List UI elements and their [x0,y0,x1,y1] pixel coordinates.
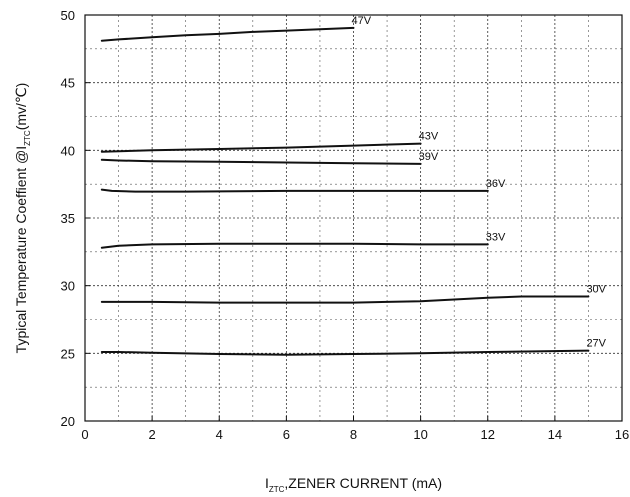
y-axis-label-unit: (mv/℃) [13,83,29,131]
tick-labels: 0 2 4 6 8 10 12 14 16 20 25 30 35 40 45 50 47V 43V 39V 36V 3… [61,8,630,442]
series-label-27v: 27V [586,338,606,350]
x-tick-label: 14 [548,427,562,442]
series-label-36v: 36V [486,178,506,190]
y-tick-label: 35 [61,211,75,226]
series-line-33v [100,242,489,249]
series-line-27v [100,349,590,356]
x-tick-label: 16 [615,427,629,442]
axis-ticks [84,14,623,422]
x-tick-label: 12 [481,427,495,442]
series-label-33v: 33V [486,231,506,243]
series-line-47v [100,26,355,42]
series-label-47v: 47V [352,15,372,27]
grid [85,15,622,421]
y-tick-label: 50 [61,8,75,23]
y-tick-label: 30 [61,279,75,294]
x-axis-label-subscript: ZTC [269,485,285,494]
x-tick-label: 0 [81,427,88,442]
series-lines [100,26,590,356]
series-label-30v: 30V [586,283,606,295]
series-label-39v: 39V [419,151,439,163]
x-axis-label: IZTC,ZENER CURRENT (mA) [265,475,442,494]
series-label-43v: 43V [419,131,439,143]
y-tick-label: 20 [61,414,75,429]
x-tick-label: 10 [413,427,427,442]
x-tick-label: 8 [350,427,357,442]
x-tick-label: 4 [216,427,223,442]
series-line-36v [100,188,489,193]
series-line-39v [100,158,422,165]
x-tick-label: 6 [283,427,290,442]
series-line-30v [100,295,590,304]
y-tick-label: 25 [61,346,75,361]
y-tick-label: 40 [61,143,75,158]
y-axis-label-subscript: ZTC [23,130,32,146]
series-line-43v [100,142,422,153]
x-tick-label: 2 [149,427,156,442]
x-axis-label-symbol: I [265,475,269,491]
x-axis-label-text: ,ZENER CURRENT (mA) [284,475,442,491]
y-axis-label: Typical Temperature Coeffient @IZTC(mv/℃… [13,83,32,354]
y-axis-label-text: Typical Temperature Coeffient @I [13,146,29,353]
y-tick-label: 45 [61,76,75,91]
